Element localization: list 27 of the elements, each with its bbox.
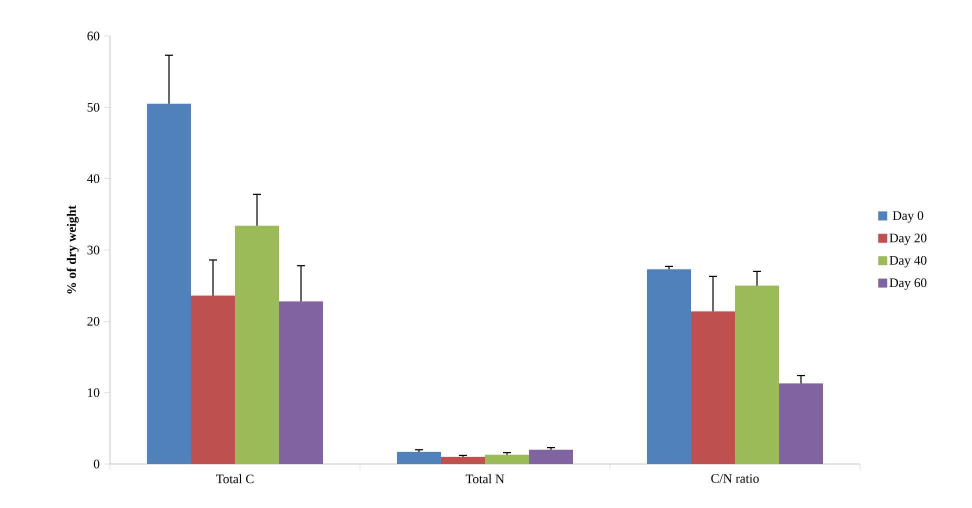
y-tick-label: 50	[88, 102, 100, 112]
y-tick-label: 30	[87, 246, 100, 254]
legend-label: Day 20	[890, 234, 926, 246]
bar	[235, 226, 280, 464]
bar	[279, 301, 324, 464]
x-tick-label: C/N ratio	[711, 474, 759, 483]
bar	[485, 454, 530, 464]
bar	[441, 456, 486, 464]
bar	[735, 286, 780, 464]
legend-label: Day 40	[890, 256, 926, 268]
bar	[529, 450, 574, 464]
y-axis-title: % of dry weight	[66, 205, 79, 294]
bar	[147, 104, 191, 464]
legend-label: Day 0	[892, 211, 924, 223]
bar	[191, 296, 236, 464]
x-tick-label: Total N	[466, 474, 504, 484]
y-tick-label: 20	[87, 316, 100, 326]
y-tick-label: 60	[87, 32, 100, 40]
y-tick-label: 40	[87, 174, 100, 184]
x-tick-label: Total C	[216, 474, 254, 484]
bar	[779, 383, 824, 464]
y-tick-label: 0	[94, 460, 100, 468]
bar	[397, 452, 442, 464]
bar	[647, 269, 692, 464]
y-tick-label: 10	[88, 388, 100, 398]
bar	[691, 311, 736, 464]
legend-label: Day 60	[890, 278, 926, 290]
